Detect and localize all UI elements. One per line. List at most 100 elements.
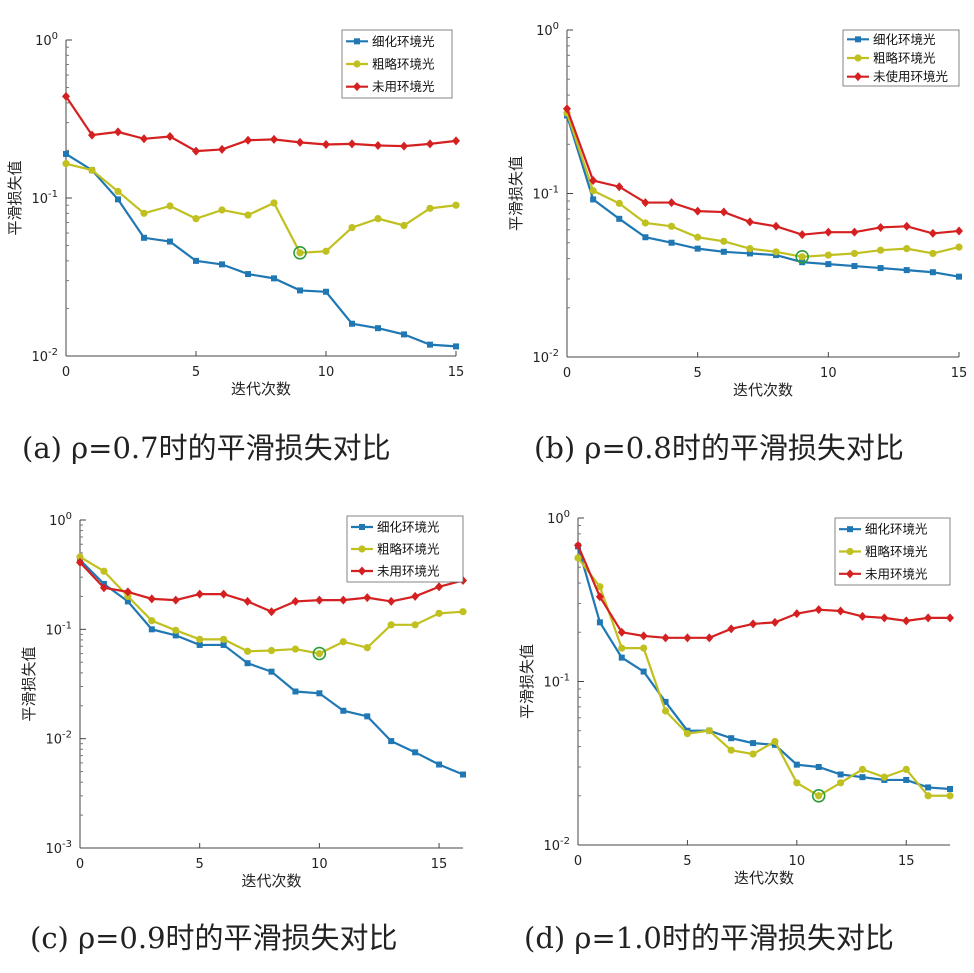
data-point (928, 228, 937, 238)
data-point (925, 784, 932, 791)
data-point (955, 243, 963, 251)
y-tick-label: 10-2 (532, 348, 559, 366)
panel-caption: (c) ρ=0.9时的平滑损失对比 (30, 921, 398, 955)
data-point (400, 221, 408, 230)
data-point (245, 271, 251, 278)
data-point (171, 595, 180, 605)
data-point (595, 592, 604, 602)
data-point (668, 239, 675, 246)
data-point (267, 646, 276, 655)
x-axis-label: 迭代次数 (734, 869, 794, 887)
data-point (220, 635, 228, 643)
legend-label: 粗略环境光 (372, 57, 435, 72)
x-tick-label: 5 (694, 366, 702, 381)
data-point (749, 619, 758, 629)
highlight-marker (795, 250, 810, 264)
highlight-marker (312, 646, 327, 661)
data-point (297, 287, 303, 294)
data-point (589, 187, 597, 195)
data-point (401, 331, 407, 338)
data-point (147, 594, 156, 604)
data-point (617, 627, 626, 637)
x-tick-label: 15 (898, 854, 915, 869)
data-point (76, 553, 84, 561)
x-axis-label: 迭代次数 (733, 381, 793, 399)
data-point (63, 150, 69, 157)
data-point (363, 644, 371, 652)
legend-swatch-marker (354, 38, 360, 45)
data-point (851, 263, 858, 270)
data-point (662, 698, 669, 705)
data-point (452, 201, 460, 209)
legend-swatch-marker (353, 60, 361, 68)
data-point (563, 104, 571, 114)
data-point (218, 144, 226, 154)
data-point (661, 707, 670, 715)
data-point (244, 211, 252, 219)
series-line-1 (565, 115, 960, 278)
legend-label: 细化环境光 (865, 522, 928, 537)
data-point (411, 621, 419, 629)
data-point (166, 202, 174, 210)
data-point (124, 598, 131, 605)
data-point (615, 199, 623, 207)
data-point (771, 737, 779, 746)
data-point (880, 773, 888, 781)
data-point (400, 141, 408, 151)
data-point (640, 644, 648, 652)
data-point (947, 786, 953, 793)
data-point (322, 140, 330, 150)
y-tick-label: 10-1 (543, 673, 570, 691)
data-point (374, 140, 382, 150)
data-point (88, 166, 96, 174)
data-point (825, 261, 832, 268)
legend-label: 细化环境光 (372, 34, 435, 49)
x-tick-label: 15 (431, 857, 448, 872)
legend-label: 粗略环境光 (377, 542, 440, 557)
data-point (850, 249, 859, 258)
data-point (349, 320, 355, 327)
legend-swatch-marker (846, 547, 854, 556)
data-point (172, 626, 180, 634)
data-point (596, 583, 604, 591)
data-point (824, 251, 832, 259)
data-point (220, 641, 227, 648)
x-tick-label: 10 (318, 365, 335, 380)
legend-label: 未用环境光 (865, 566, 928, 581)
data-point (192, 215, 200, 223)
x-tick-label: 10 (820, 366, 837, 381)
data-point (859, 774, 866, 781)
data-point (720, 248, 727, 255)
data-point (824, 227, 833, 237)
chart-panel-b: 0 5 10 15 100 10-1 10-2 迭代次数 平滑损失值 细化环境光粗略环境光未使用环… (507, 21, 967, 465)
data-point (219, 589, 228, 599)
data-point (244, 660, 251, 667)
data-point (76, 557, 84, 567)
data-point (902, 765, 910, 773)
data-point (270, 199, 278, 207)
data-point (642, 234, 649, 241)
data-point (956, 273, 962, 280)
data-point (219, 261, 225, 268)
data-point (296, 137, 304, 147)
data-point (815, 763, 822, 770)
data-point (902, 221, 911, 231)
data-point (340, 707, 347, 714)
data-point (348, 223, 356, 232)
data-point (641, 198, 650, 208)
legend-swatch-marker (855, 36, 861, 43)
data-point (746, 245, 754, 253)
data-point (196, 641, 203, 648)
data-point (316, 690, 323, 697)
data-point (172, 632, 179, 639)
data-point (693, 206, 702, 216)
legend-label: 未用环境光 (372, 79, 435, 94)
legend-swatch-marker (847, 526, 853, 533)
data-point (661, 633, 670, 643)
y-tick-label: 10-2 (45, 730, 72, 748)
data-point (616, 215, 623, 222)
data-point (268, 668, 275, 675)
data-point (596, 619, 603, 626)
data-point (460, 771, 466, 778)
